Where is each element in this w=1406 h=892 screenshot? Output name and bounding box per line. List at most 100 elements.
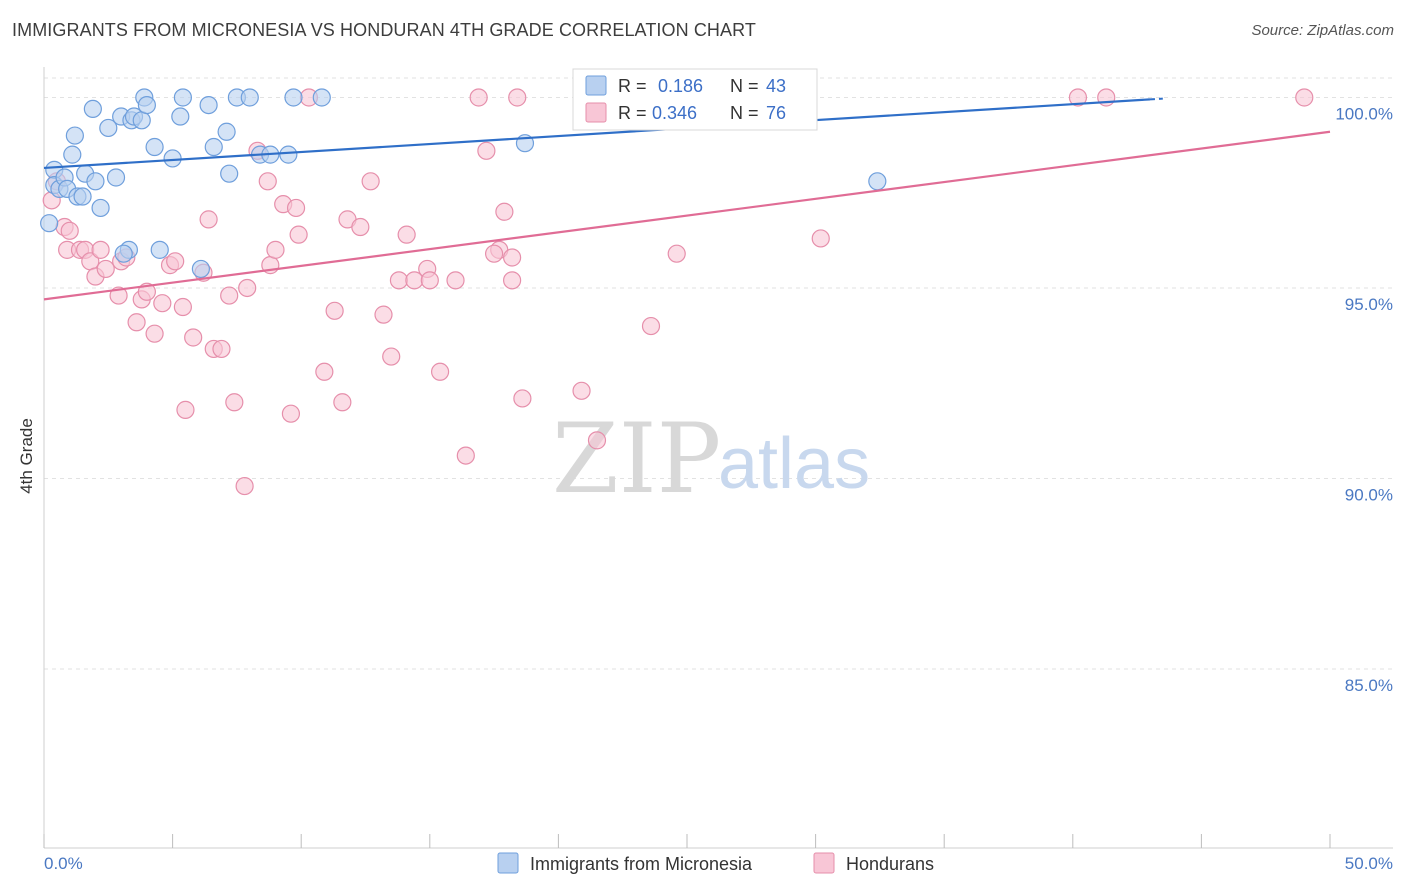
honduran-point [176, 400, 195, 419]
micronesia-point [63, 145, 82, 164]
watermark: ZIP atlas [552, 403, 870, 515]
micronesia-trend-line [43, 98, 1151, 170]
micronesia-point [40, 214, 59, 233]
stats-n-label-hondurans: N = [730, 103, 759, 123]
honduran-point [315, 362, 334, 381]
y-axis-title: 4th Grade [17, 418, 36, 494]
honduran-point [166, 252, 185, 271]
micronesia-point [204, 137, 223, 157]
legend-label-hondurans: Hondurans [846, 854, 934, 874]
honduran-point [811, 229, 830, 248]
honduran-point [351, 217, 370, 237]
honduran-point [91, 240, 110, 259]
micronesia-point [132, 111, 151, 130]
honduran-point [420, 271, 439, 290]
honduran-point [430, 362, 450, 381]
honduran-point [325, 301, 344, 320]
honduran-point [397, 225, 416, 244]
micronesia-point [86, 172, 105, 191]
micronesia-point [240, 88, 259, 107]
micronesia-point [106, 168, 126, 187]
honduran-point [286, 198, 306, 218]
honduran-point [212, 339, 231, 359]
micronesia-trend-extension [1149, 97, 1163, 101]
honduran-point [60, 221, 79, 240]
micronesia-point [279, 145, 298, 164]
honduran-point [281, 404, 301, 423]
honduran-point [446, 271, 465, 290]
honduran-point [587, 431, 607, 450]
legend: Immigrants from Micronesia Hondurans [497, 852, 934, 874]
chart-title: IMMIGRANTS FROM MICRONESIA VS HONDURAN 4… [12, 20, 756, 40]
honduran-point [153, 294, 172, 313]
micronesia-point [199, 95, 218, 115]
micronesia-point [868, 172, 887, 191]
honduran-point [572, 381, 591, 400]
micronesia-point [114, 244, 133, 263]
gridlines [44, 77, 1393, 670]
micronesia-point [312, 88, 331, 107]
honduran-point [508, 88, 527, 107]
micronesia-point [191, 259, 210, 279]
micronesia-point [150, 240, 169, 259]
micronesia-point [173, 88, 192, 107]
honduran-point [238, 278, 257, 298]
micronesia-point [163, 149, 182, 168]
micronesia-point [137, 95, 156, 115]
honduran-point [513, 389, 532, 408]
stats-n-value-hondurans: 76 [766, 103, 786, 123]
honduran-point [96, 259, 115, 279]
x-tick-label-max: 50.0% [1345, 854, 1393, 873]
trend-lines [43, 97, 1331, 301]
honduran-point [289, 225, 308, 244]
honduran-point [127, 313, 146, 332]
stats-r-label-hondurans: R = [618, 103, 647, 123]
honduran-point [456, 446, 475, 465]
honduran-point [333, 393, 352, 412]
stats-r-value-micronesia: 0.186 [658, 76, 703, 96]
micronesia-point [83, 99, 102, 119]
x-tick-label-min: 0.0% [44, 854, 83, 873]
legend-swatch-micronesia [497, 852, 519, 874]
y-tick-labels: 85.0% 90.0% 95.0% 100.0% [1335, 104, 1393, 694]
stats-box: R = 0.186 N = 43 R = 0.346 N = 76 [572, 68, 818, 131]
y-tick-label: 95.0% [1345, 295, 1393, 314]
honduran-point [389, 271, 409, 290]
micronesia-point [145, 137, 164, 157]
honduran-point [258, 172, 277, 191]
honduran-point [235, 476, 254, 496]
micronesia-point [171, 107, 190, 126]
y-tick-label: 90.0% [1345, 485, 1393, 504]
honduran-point [220, 286, 239, 305]
y-tick-label: 85.0% [1345, 676, 1393, 695]
honduran-point [485, 244, 504, 263]
honduran-point [477, 141, 496, 160]
micronesia-point [217, 122, 236, 141]
honduran-point [503, 271, 522, 290]
honduran-point [641, 316, 661, 336]
honduran-point [184, 328, 203, 347]
stats-box-frame [572, 68, 818, 131]
stats-n-label-micronesia: N = [730, 76, 759, 96]
legend-label-micronesia: Immigrants from Micronesia [530, 854, 753, 874]
stats-swatch-micronesia [585, 75, 607, 96]
honduran-point [1068, 88, 1088, 107]
y-tick-label: 100.0% [1335, 104, 1393, 123]
source-credit: Source: ZipAtlas.com [1251, 22, 1394, 39]
micronesia-point [91, 198, 110, 218]
micronesia-point [73, 187, 92, 206]
stats-n-value-micronesia: 43 [766, 76, 786, 96]
honduran-point [173, 297, 192, 317]
honduran-point [225, 393, 244, 412]
honduran-point [503, 248, 522, 267]
honduran-point [667, 244, 686, 263]
stats-swatch-hondurans [585, 102, 607, 123]
micronesia-point [284, 88, 303, 107]
watermark-atlas: atlas [718, 424, 870, 504]
watermark-zip: ZIP [552, 403, 721, 515]
honduran-point [361, 172, 380, 191]
honduran-point [382, 347, 401, 366]
stats-r-value-hondurans: 0.346 [652, 103, 697, 123]
honduran-point [495, 202, 514, 221]
